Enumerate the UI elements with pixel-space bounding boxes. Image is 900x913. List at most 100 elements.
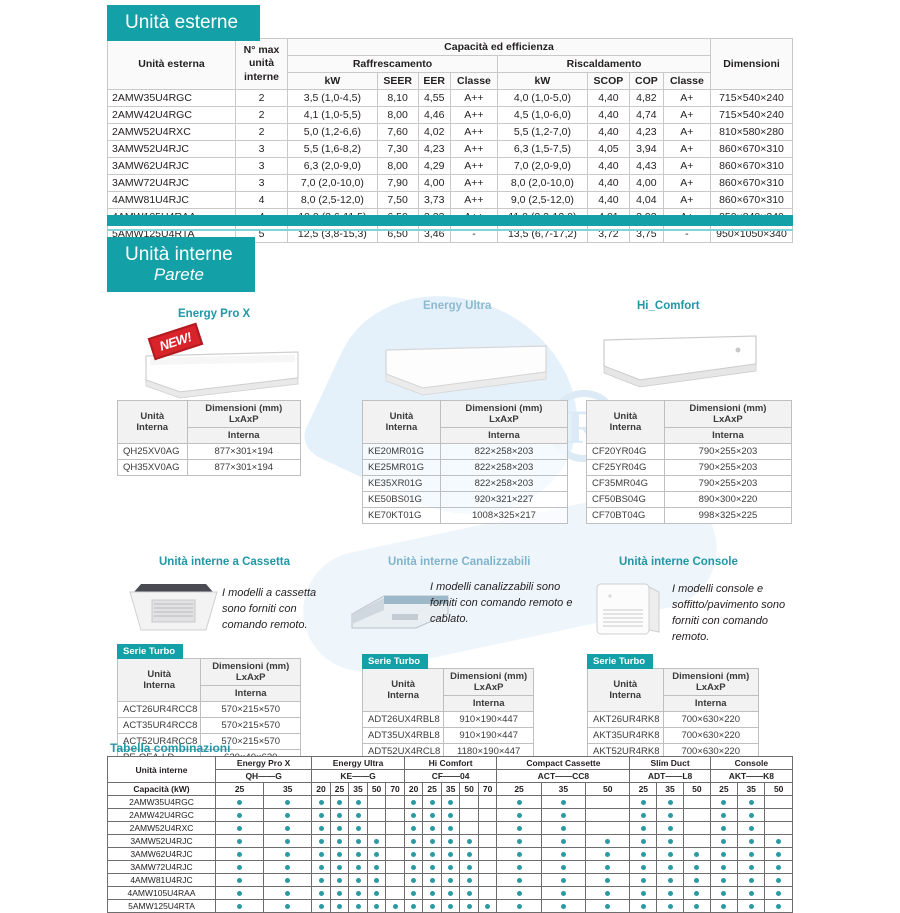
section-header-indoor-sublabel: Parete: [153, 265, 204, 285]
compatibility-dot-icon: [516, 800, 522, 805]
indoor-unit-dimensions: 700×630×220: [662, 743, 760, 760]
compatibility-dot-icon: [285, 800, 291, 805]
cell-eer: 4,55: [417, 89, 451, 107]
compatibility-dot-cell: [629, 795, 658, 809]
wall-unit-illustration-energy-pro-x: [145, 351, 299, 399]
compatibility-dot-icon: [448, 865, 454, 870]
th-unita-interna: Unità Interna: [116, 658, 202, 702]
compatibility-dot-cell: [629, 834, 658, 848]
section-header-outdoor: Unità esterne: [107, 5, 261, 42]
compatibility-dot-cell: [329, 821, 350, 835]
compatibility-dot-cell: [348, 886, 368, 900]
table-row: AKT35UR4RK8 700×630×220: [587, 727, 760, 744]
compatibility-dot-cell: [764, 834, 793, 848]
compatibility-dot-icon: [429, 878, 435, 883]
outdoor-header-row-2: Raffrescamento Riscaldamento: [108, 55, 793, 73]
empty-cell: [385, 847, 405, 861]
product-title-cassetta: Unità interne a Cassetta: [159, 556, 291, 568]
combination-table-head: Unità interne Energy Pro X Energy Ultra Hi …: [107, 756, 794, 796]
combination-row-model: 2AMW42U4RGC: [107, 808, 216, 822]
table-row: 5AMW125U4RTA: [107, 899, 793, 913]
compatibility-dot-icon: [429, 839, 435, 844]
compatibility-dot-cell: [422, 899, 442, 913]
compatibility-dot-cell: [585, 860, 631, 874]
indoor-unit-dimensions: 920×321×227: [439, 491, 569, 508]
compatibility-dot-icon: [429, 813, 435, 818]
compatibility-dot-icon: [285, 878, 291, 883]
cell-dim: 860×670×310: [710, 174, 793, 192]
indoor-unit-model: ADT26UX4RBL8: [361, 711, 445, 728]
compatibility-dot-icon: [748, 800, 754, 805]
compatibility-dot-icon: [411, 904, 417, 909]
compatibility-dot-cell: [585, 847, 631, 861]
compatibility-dot-icon: [721, 826, 727, 831]
compatibility-dot-icon: [237, 852, 243, 857]
indoor-unit-dimensions: 570×215×570: [200, 701, 301, 718]
cell-scop: 4,40: [586, 106, 631, 124]
indoor-unit-model: QH35XV0AG: [117, 459, 188, 476]
compatibility-dot-cell: [348, 899, 368, 913]
compatibility-dot-cell: [737, 847, 766, 861]
outdoor-table-body: 2AMW35U4RGC 2 3,5 (1,0-4,5) 8,10 4,55 A++ 4,0 …: [107, 89, 793, 243]
th-unita-interna: Unità Interna: [587, 668, 664, 712]
compatibility-dot-icon: [721, 878, 727, 883]
outdoor-unit-model: 2AMW42U4RGC: [107, 106, 236, 124]
th-dimensions: Dimensioni: [710, 38, 793, 90]
empty-cell: [385, 808, 405, 822]
outdoor-unit-model: 2AMW35U4RGC: [107, 89, 236, 107]
cell-seer: 8,00: [376, 157, 419, 175]
cell-scop: 4,40: [586, 89, 631, 107]
compatibility-dot-icon: [448, 852, 454, 857]
compatibility-dot-icon: [485, 904, 491, 909]
compatibility-dot-icon: [355, 826, 361, 831]
table-row: 2AMW42U4RGC: [107, 808, 793, 822]
indoor-unit-dimensions: 822×258×203: [439, 475, 569, 492]
compatibility-dot-icon: [337, 891, 343, 896]
th-max-units-l2: unità: [248, 57, 275, 70]
compatibility-dot-cell: [477, 899, 498, 913]
compatibility-dot-cell: [329, 860, 350, 874]
compatibility-dot-cell: [540, 899, 587, 913]
compatibility-dot-cell: [496, 847, 542, 861]
cell-dim: 715×540×240: [710, 106, 793, 124]
th-size-2-4: 70: [477, 782, 498, 796]
table-row: ACT26UR4RCC8 570×215×570: [116, 701, 301, 718]
compatibility-dot-icon: [448, 826, 454, 831]
compatibility-dot-cell: [540, 821, 587, 835]
empty-cell: [585, 821, 631, 835]
cell-c_cl: A++: [449, 140, 499, 158]
combination-table: Unità interne Energy Pro X Energy Ultra Hi …: [107, 756, 794, 913]
compatibility-dot-icon: [355, 852, 361, 857]
compatibility-dot-icon: [640, 813, 646, 818]
outdoor-unit-model: 3AMW72U4RJC: [107, 174, 236, 192]
compatibility-dot-cell: [737, 795, 766, 809]
compatibility-dot-cell: [496, 821, 542, 835]
compatibility-dot-cell: [764, 873, 793, 887]
compatibility-dot-icon: [748, 852, 754, 857]
indoor-unit-dimensions: 998×325×225: [663, 507, 793, 524]
cell-c_kw: 5,0 (1,2-6,6): [287, 123, 378, 141]
cell-max: 3: [235, 140, 288, 158]
compatibility-dot-icon: [694, 904, 700, 909]
compatibility-dot-icon: [337, 826, 343, 831]
compatibility-dot-cell: [366, 834, 387, 848]
compatibility-dot-cell: [496, 834, 542, 848]
empty-cell: [477, 808, 498, 822]
compatibility-dot-icon: [640, 826, 646, 831]
th-interna: Interna: [662, 695, 760, 712]
indoor-unit-dimensions: 790×255×203: [663, 475, 793, 492]
th-size-1-1: 25: [329, 782, 350, 796]
compatibility-dot-cell: [440, 886, 461, 900]
outdoor-header-row-1: Unità esterna N° max unità interne Capac…: [107, 38, 793, 90]
compatibility-dot-icon: [776, 852, 782, 857]
compatibility-dot-icon: [411, 839, 417, 844]
compatibility-dot-icon: [560, 852, 566, 857]
compatibility-dot-icon: [605, 865, 611, 870]
table-row: 3AMW72U4RJC: [107, 860, 793, 874]
compatibility-dot-cell: [682, 899, 711, 913]
compatibility-dot-cell: [540, 808, 587, 822]
table-row: ADT35UX4RBL8 910×190×447: [361, 727, 534, 744]
cell-scop: 4,40: [586, 123, 631, 141]
compatibility-dot-cell: [682, 886, 711, 900]
compatibility-dot-cell: [496, 795, 542, 809]
